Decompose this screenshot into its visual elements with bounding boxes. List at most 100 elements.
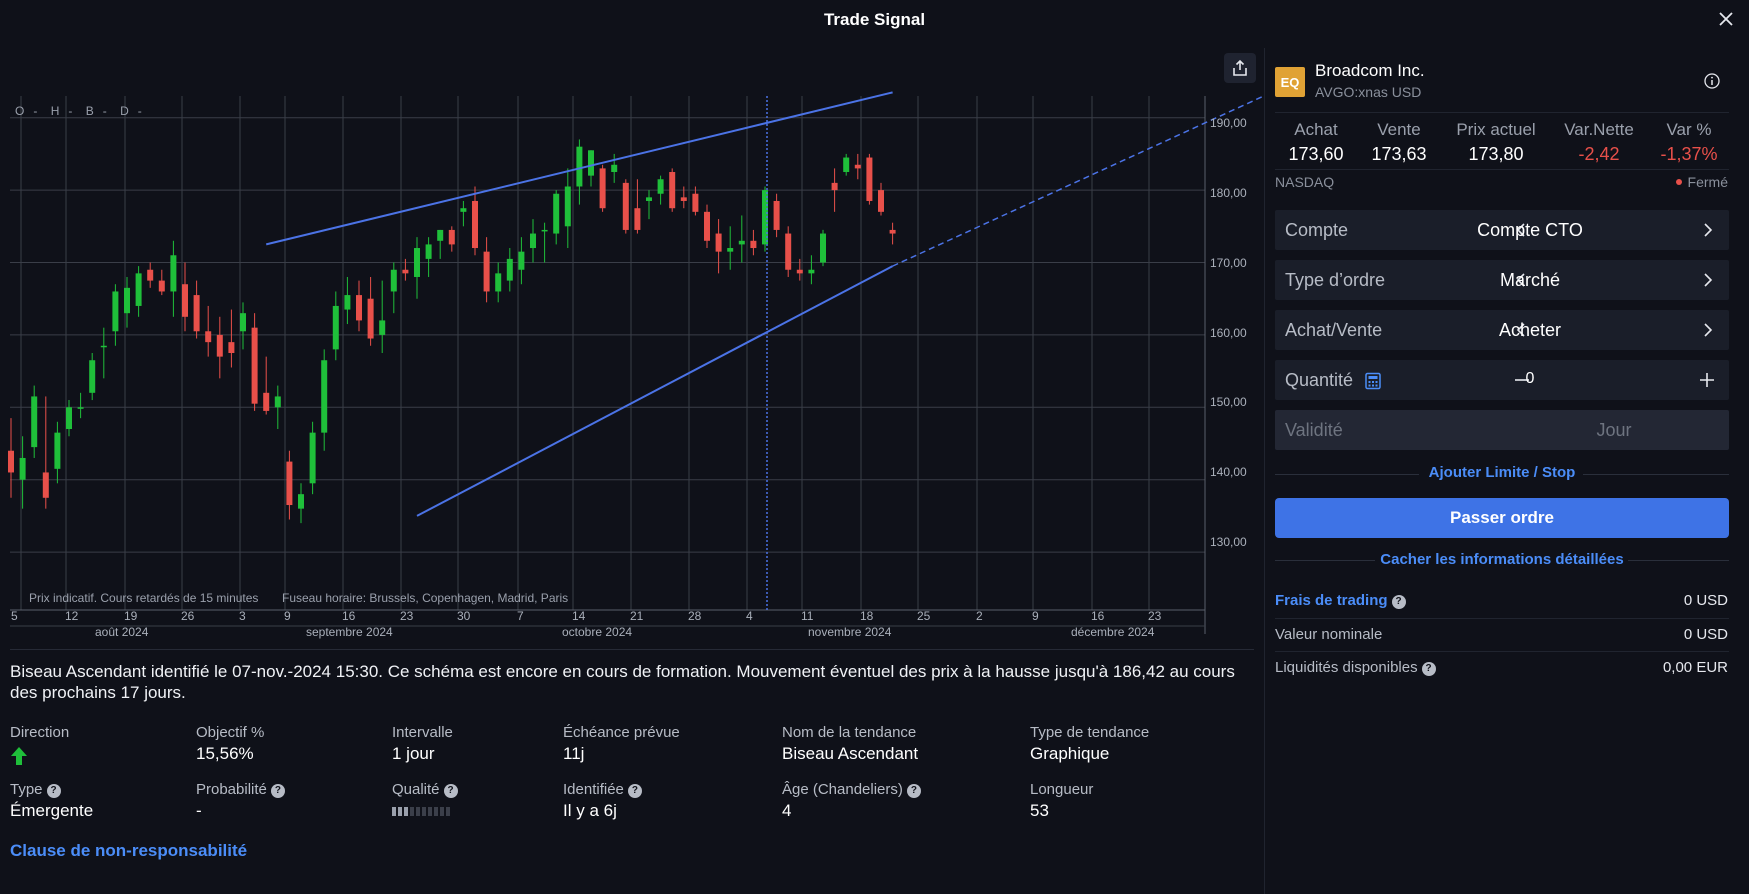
panel-divider xyxy=(1264,48,1265,894)
help-icon[interactable]: ? xyxy=(1391,595,1406,609)
x-tick: 26 xyxy=(181,609,195,623)
candle-body xyxy=(530,233,536,249)
candle-body xyxy=(251,327,258,404)
timezone-note: Fuseau horaire: Brussels, Copenhagen, Ma… xyxy=(282,591,569,605)
x-tick: 16 xyxy=(342,609,356,623)
month-tick: décembre 2024 xyxy=(1071,625,1155,639)
help-icon[interactable]: ? xyxy=(906,784,921,798)
candle-body xyxy=(831,182,838,191)
chevron-right-icon[interactable] xyxy=(1697,320,1717,340)
quality-segment xyxy=(422,807,426,816)
account-selector[interactable]: Compte xyxy=(1275,210,1729,250)
chart-canvas[interactable] xyxy=(0,48,1262,642)
add-limit-stop-link[interactable]: Ajouter Limite / Stop xyxy=(1428,464,1576,481)
help-icon[interactable]: ? xyxy=(1421,662,1436,676)
y-tick: 180,00 xyxy=(1210,186,1247,200)
share-icon[interactable] xyxy=(1224,53,1256,83)
chevron-left-icon[interactable] xyxy=(1512,220,1532,240)
validity-selector[interactable]: Validité xyxy=(1275,410,1729,450)
trading-fees-link[interactable]: Frais de trading? xyxy=(1275,592,1406,609)
y-tick: 160,00 xyxy=(1210,326,1247,340)
month-tick: novembre 2024 xyxy=(808,625,892,639)
candle-body xyxy=(472,200,478,249)
calculator-icon[interactable] xyxy=(1364,372,1382,390)
close-icon[interactable] xyxy=(1715,8,1737,30)
nominal-value: 0 USD xyxy=(1683,626,1728,643)
quality-segment xyxy=(392,807,396,816)
help-icon[interactable]: ? xyxy=(270,784,285,798)
divider xyxy=(1628,560,1729,561)
ohlc-high: H xyxy=(50,104,61,118)
x-tick: 5 xyxy=(11,609,18,623)
price-chart[interactable] xyxy=(0,48,1262,642)
x-tick: 25 xyxy=(917,609,931,623)
window-title: Trade Signal xyxy=(823,10,926,29)
title-bar: Trade Signal xyxy=(0,0,1749,40)
info-icon[interactable] xyxy=(1704,73,1720,89)
candle-body xyxy=(854,164,861,169)
chevron-right-icon[interactable] xyxy=(1697,220,1717,240)
quantity-label: Quantité xyxy=(1285,370,1354,390)
stat-label-deadline: Échéance prévue xyxy=(563,724,680,741)
candle-body xyxy=(564,186,571,227)
account-label: Compte xyxy=(1285,220,1349,240)
help-icon[interactable]: ? xyxy=(627,784,642,798)
quantity-input[interactable]: 0 xyxy=(1525,370,1535,387)
candle-body xyxy=(553,193,560,234)
stat-value-pattern-name: Biseau Ascendant xyxy=(782,744,919,763)
candle-body xyxy=(773,200,780,230)
x-tick: 4 xyxy=(746,609,753,623)
candle-body xyxy=(611,164,618,173)
x-tick: 9 xyxy=(284,609,291,623)
candle-body xyxy=(135,273,142,306)
x-tick: 7 xyxy=(517,609,524,623)
candle-body xyxy=(124,287,130,314)
disclaimer-link[interactable]: Clause de non-responsabilité xyxy=(10,841,248,860)
candle-body xyxy=(448,229,455,245)
candle-body xyxy=(8,450,14,473)
candle-body xyxy=(42,472,49,498)
exchange-label: NASDAQ xyxy=(1275,174,1335,190)
candle-body xyxy=(762,190,768,245)
instrument-badge: EQ xyxy=(1275,67,1305,97)
divider xyxy=(1275,651,1729,652)
chevron-left-icon[interactable] xyxy=(1512,320,1532,340)
candle-body xyxy=(112,291,119,332)
candle-body xyxy=(332,305,339,350)
stat-label-length: Longueur xyxy=(1030,781,1094,798)
order-type-selector[interactable]: Type d’ordre xyxy=(1275,260,1729,300)
chevron-right-icon[interactable] xyxy=(1697,270,1717,290)
candle-body xyxy=(309,432,316,484)
help-icon[interactable]: ? xyxy=(443,784,458,798)
candle-body xyxy=(622,182,629,230)
x-tick: 3 xyxy=(239,609,246,623)
candle-body xyxy=(460,208,467,212)
candle-body xyxy=(147,269,154,281)
candle-body xyxy=(228,342,235,353)
minus-icon[interactable] xyxy=(1512,370,1532,390)
account-value: Compte CTO xyxy=(1477,220,1583,240)
x-tick: 18 xyxy=(860,609,874,623)
stat-label-type: Type? xyxy=(10,781,61,798)
place-order-button[interactable]: Passer ordre xyxy=(1275,498,1729,538)
quote-ask: 173,63 xyxy=(1371,144,1427,164)
y-tick: 150,00 xyxy=(1210,395,1247,409)
quality-segment xyxy=(440,807,444,816)
side-selector[interactable]: Achat/Vente xyxy=(1275,310,1729,350)
candle-body xyxy=(367,298,374,339)
candle-body xyxy=(437,229,444,241)
divider xyxy=(1275,474,1419,475)
x-tick: 16 xyxy=(1091,609,1105,623)
plus-icon[interactable] xyxy=(1697,370,1717,390)
candle-body xyxy=(680,197,687,201)
side-label: Achat/Vente xyxy=(1285,320,1383,340)
help-icon[interactable]: ? xyxy=(46,784,61,798)
quote-header-bid: Achat xyxy=(1294,120,1338,139)
stat-label-pattern-type: Type de tendance xyxy=(1030,724,1150,741)
x-tick: 14 xyxy=(572,609,586,623)
candle-body xyxy=(356,295,362,321)
hide-details-link[interactable]: Cacher les informations détaillées xyxy=(1380,551,1624,568)
chevron-left-icon[interactable] xyxy=(1512,270,1532,290)
candle-body xyxy=(182,284,188,317)
candle-body xyxy=(286,461,293,506)
